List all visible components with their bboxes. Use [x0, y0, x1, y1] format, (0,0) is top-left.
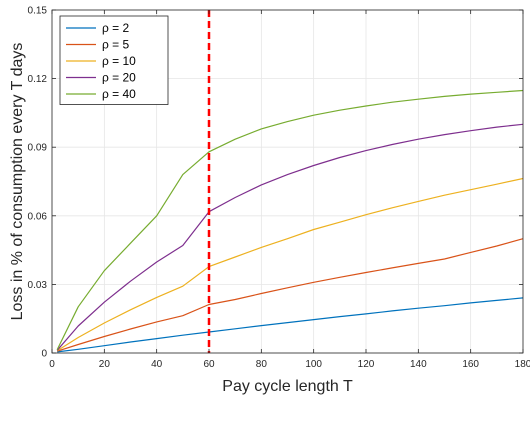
y-tick-label: 0	[41, 349, 47, 360]
series-line	[56, 123, 524, 351]
legend-label: ρ = 2	[102, 21, 130, 35]
series-line	[56, 177, 524, 352]
legend-label: ρ = 40	[102, 87, 136, 101]
y-tick-label: 0.15	[28, 6, 48, 17]
x-tick-label: 120	[358, 359, 375, 370]
x-tick-label: 80	[256, 359, 268, 370]
legend-label: ρ = 10	[102, 54, 136, 68]
series-line	[57, 238, 524, 352]
axis-ticks: 0 20 40 60 80 100 120 140 160 180 0 0.03 0.06 0.09 0.1…	[28, 6, 530, 371]
y-tick-label: 0.03	[28, 280, 48, 291]
legend-label: ρ = 5	[102, 38, 130, 52]
x-tick-label: 40	[151, 359, 163, 370]
x-tick-label: 180	[515, 359, 530, 370]
legend-label: ρ = 20	[102, 71, 136, 85]
series-lines	[56, 89, 524, 353]
y-axis-label: Loss in % of consumption every T days	[9, 43, 26, 321]
legend: ρ = 2 ρ = 5 ρ = 10 ρ = 20 ρ = 40	[59, 15, 169, 105]
series-line	[56, 89, 524, 350]
x-tick-label: 0	[49, 359, 55, 370]
plot-frame	[51, 9, 524, 354]
x-tick-label: 140	[410, 359, 427, 370]
x-tick-label: 20	[99, 359, 111, 370]
x-tick-label: 160	[462, 359, 479, 370]
legend-box	[59, 15, 169, 105]
x-axis-label: Pay cycle length T	[222, 378, 353, 395]
y-tick-label: 0.06	[28, 211, 48, 222]
series-line	[57, 297, 524, 353]
x-tick-label: 60	[203, 359, 215, 370]
x-tick-label: 100	[305, 359, 322, 370]
y-tick-label: 0.09	[28, 143, 48, 154]
y-tick-label: 0.12	[28, 74, 48, 85]
